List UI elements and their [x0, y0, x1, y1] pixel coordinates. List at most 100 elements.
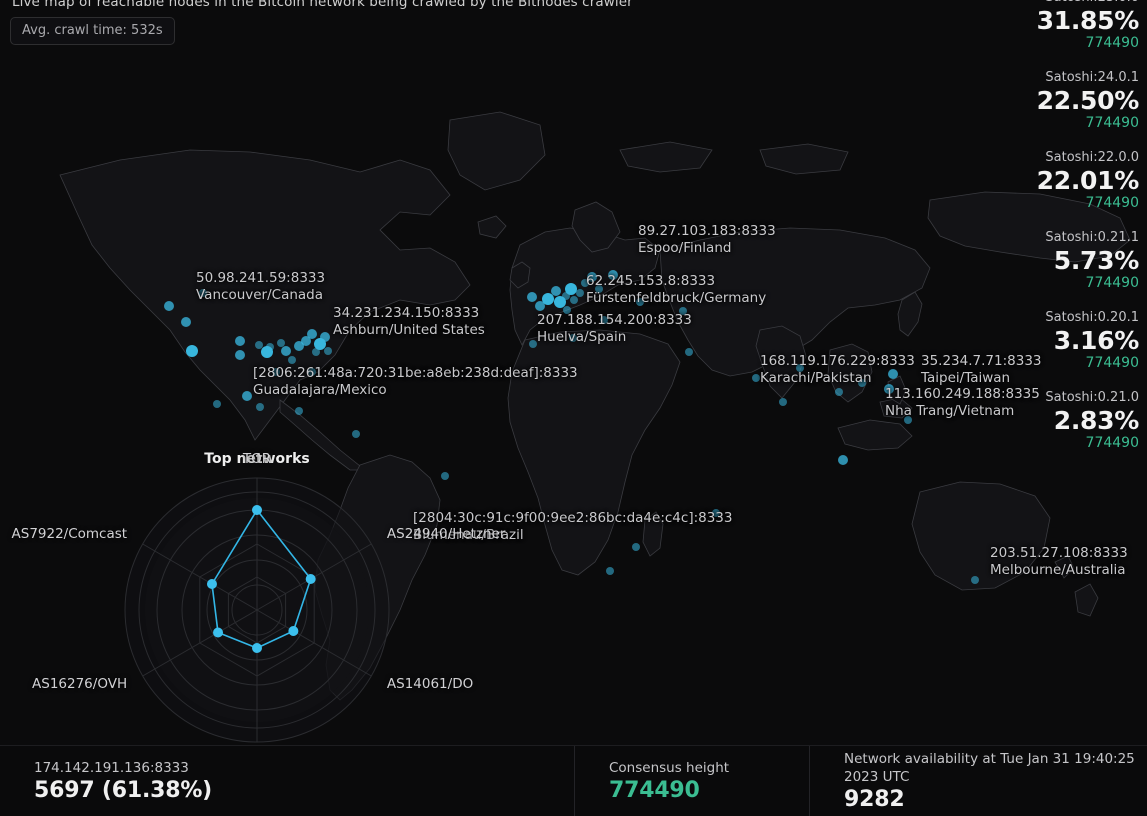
avg-crawl-time-badge[interactable]: Avg. crawl time: 532s: [10, 17, 175, 45]
map-node-dot[interactable]: [277, 339, 285, 347]
map-node-dot[interactable]: [835, 388, 843, 396]
version-stat-block[interactable]: Satoshi:0.20.1 3.16% 774490: [987, 310, 1147, 372]
map-node-dot[interactable]: [595, 285, 603, 293]
map-node-dot[interactable]: [838, 455, 848, 465]
map-node-dot[interactable]: [679, 307, 687, 315]
world-map[interactable]: 50.98.241.59:8333 Vancouver/Canada 34.231.…: [0, 0, 1147, 745]
map-node-dot[interactable]: [752, 374, 760, 382]
map-node-dot[interactable]: [272, 368, 280, 376]
version-stat-block[interactable]: Satoshi:24.0.1 22.50% 774490: [987, 70, 1147, 132]
version-stat-name: Satoshi:0.21.0: [1045, 390, 1139, 405]
version-stat-percent: 22.01%: [1036, 166, 1140, 195]
map-node-dot[interactable]: [884, 384, 894, 394]
map-node-label: 34.231.234.150:8333 Ashburn/United States: [333, 305, 485, 338]
map-node-dot[interactable]: [569, 334, 577, 342]
radar-data-point[interactable]: [213, 627, 224, 638]
map-node-dot[interactable]: [529, 340, 537, 348]
map-node-location: Karachi/Pakistan: [760, 369, 872, 386]
map-node-dot[interactable]: [570, 296, 578, 304]
map-node-dot[interactable]: [685, 348, 693, 356]
radar-data-point[interactable]: [305, 574, 316, 584]
map-node-dot[interactable]: [242, 391, 252, 401]
map-node-location: Ashburn/United States: [333, 321, 485, 338]
map-node-label: [2804:30c:91c:9f00:9ee2:86bc:da4e:c4c]:8…: [413, 510, 733, 543]
map-node-dot[interactable]: [199, 289, 207, 297]
version-stat-block[interactable]: Satoshi:22.0.0 22.01% 774490: [987, 150, 1147, 212]
map-node-dot[interactable]: [441, 472, 449, 480]
map-node-dot[interactable]: [294, 341, 304, 351]
version-stat-block[interactable]: Satoshi:0.21.1 5.73% 774490: [987, 230, 1147, 292]
map-node-dot[interactable]: [551, 286, 561, 296]
version-stat-block[interactable]: Satoshi:23.0.031.85%774490: [987, 0, 1147, 52]
map-node-dot[interactable]: [712, 509, 720, 517]
map-node-dot[interactable]: [632, 543, 640, 551]
map-node-location: Blumenau/Brazil: [413, 526, 524, 543]
map-node-dot[interactable]: [563, 306, 571, 314]
map-node-dot[interactable]: [608, 270, 618, 280]
version-stat-name: Satoshi:23.0.0: [987, 0, 1139, 6]
map-node-dot[interactable]: [288, 356, 296, 364]
map-node-dot[interactable]: [565, 283, 577, 295]
map-node-dot[interactable]: [562, 292, 570, 300]
map-node-dot[interactable]: [527, 292, 537, 302]
version-stat-block[interactable]: Satoshi:0.21.0 2.83% 774490: [987, 390, 1147, 452]
landmasses: [60, 112, 1130, 700]
radar-data-point[interactable]: [252, 505, 262, 515]
map-node-dot[interactable]: [600, 316, 608, 324]
map-node-dot[interactable]: [308, 368, 316, 376]
map-node-dot[interactable]: [576, 289, 584, 297]
map-node-label: [2806:261:48a:720:31be:a8eb:238d:deaf]:8…: [253, 365, 578, 398]
map-node-dot[interactable]: [235, 350, 245, 360]
map-node-dot[interactable]: [324, 347, 332, 355]
map-node-dot[interactable]: [320, 332, 330, 342]
map-node-dot[interactable]: [186, 345, 198, 357]
map-node-dot[interactable]: [352, 430, 360, 438]
map-node-dot[interactable]: [796, 364, 804, 372]
radar-axis-label: TOR: [242, 451, 272, 467]
version-stat-percent: 2.83%: [1053, 406, 1140, 435]
radar-svg: [124, 477, 390, 743]
map-node-dot[interactable]: [295, 407, 303, 415]
bottom-bar-value: 774490: [609, 777, 700, 803]
map-node-location: Espoo/Finland: [638, 239, 732, 256]
map-node-label: 50.98.241.59:8333 Vancouver/Canada: [196, 270, 325, 303]
map-node-dot[interactable]: [307, 329, 317, 339]
map-node-dot[interactable]: [581, 279, 589, 287]
map-node-dot[interactable]: [256, 403, 264, 411]
map-node-dot[interactable]: [858, 379, 866, 387]
map-node-dot[interactable]: [542, 293, 554, 305]
map-node-dot[interactable]: [312, 348, 320, 356]
top-networks-radar[interactable]: Top networks TOR AS24940/Hetzner AS14061/D…: [12, 448, 506, 767]
version-stat-height: 774490: [1085, 35, 1139, 51]
map-node-dot[interactable]: [971, 576, 979, 584]
version-stat-percent: 3.16%: [1053, 326, 1140, 355]
map-node-label: 89.27.103.183:8333 Espoo/Finland: [638, 223, 776, 256]
map-node-dot[interactable]: [779, 398, 787, 406]
map-node-dot[interactable]: [181, 317, 191, 327]
map-node-dot[interactable]: [213, 400, 221, 408]
map-node-dot[interactable]: [587, 272, 597, 282]
version-stat-name: Satoshi:24.0.1: [1045, 70, 1139, 85]
map-node-dot[interactable]: [636, 298, 644, 306]
version-stat-height: 774490: [1085, 195, 1139, 211]
map-node-dot[interactable]: [281, 346, 291, 356]
bottom-bar-cell: 174.142.191.136:8333 5697 (61.38%): [0, 746, 574, 816]
map-node-dot[interactable]: [255, 341, 263, 349]
radar-data-point[interactable]: [252, 643, 262, 653]
radar-axis-label: AS14061/DO: [386, 676, 474, 692]
map-node-dot[interactable]: [301, 336, 311, 346]
map-node-location: Taipei/Taiwan: [921, 369, 1011, 386]
map-node-dot[interactable]: [888, 369, 898, 379]
map-node-dot[interactable]: [904, 416, 912, 424]
map-node-dot[interactable]: [266, 343, 274, 351]
map-node-address: 35.234.7.71:8333: [921, 353, 1042, 369]
map-node-dot[interactable]: [164, 301, 174, 311]
map-node-label: 35.234.7.71:8333 Taipei/Taiwan: [921, 353, 1042, 386]
map-node-address: 89.27.103.183:8333: [638, 223, 776, 239]
radar-data-point[interactable]: [288, 626, 299, 636]
map-node-dot[interactable]: [535, 301, 545, 311]
map-node-dot[interactable]: [606, 567, 614, 575]
radar-data-point[interactable]: [206, 579, 217, 589]
map-node-dot[interactable]: [235, 336, 245, 346]
